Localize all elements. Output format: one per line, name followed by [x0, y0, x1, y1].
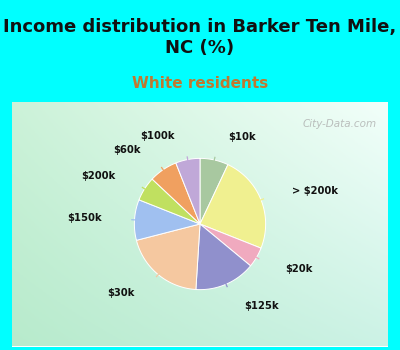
Text: $200k: $200k: [82, 171, 116, 181]
Text: City-Data.com: City-Data.com: [302, 119, 377, 129]
Polygon shape: [152, 163, 200, 224]
Text: $10k: $10k: [228, 132, 256, 142]
Polygon shape: [200, 164, 266, 248]
Polygon shape: [139, 179, 200, 224]
Text: White residents: White residents: [132, 76, 268, 91]
Polygon shape: [176, 158, 200, 224]
Text: $100k: $100k: [140, 131, 174, 141]
Polygon shape: [196, 224, 250, 289]
Text: $30k: $30k: [107, 288, 134, 298]
Text: $150k: $150k: [68, 214, 102, 223]
Polygon shape: [134, 200, 200, 240]
Text: $125k: $125k: [244, 301, 279, 311]
Text: > $200k: > $200k: [292, 186, 338, 196]
Text: $20k: $20k: [286, 265, 313, 274]
Polygon shape: [200, 224, 261, 266]
Polygon shape: [136, 224, 200, 289]
Polygon shape: [200, 158, 228, 224]
Text: Income distribution in Barker Ten Mile,
NC (%): Income distribution in Barker Ten Mile, …: [3, 18, 397, 57]
Text: $60k: $60k: [114, 145, 141, 155]
